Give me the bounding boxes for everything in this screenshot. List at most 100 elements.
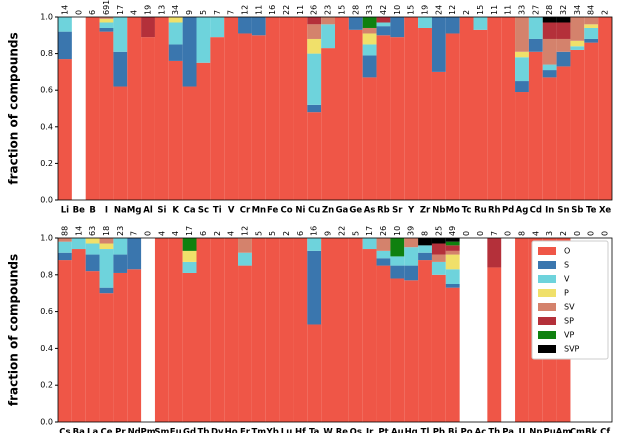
y-axis-label: fraction of compounds [7, 32, 21, 184]
count-label: 6 [199, 231, 208, 236]
x-tick-label: I [105, 206, 108, 216]
y-tick-label: 0.0 [40, 196, 53, 205]
x-tick-label: Cr [240, 206, 251, 216]
bar-segment [445, 284, 460, 288]
legend-swatch [538, 317, 556, 325]
count-label: 0 [601, 231, 610, 236]
count-label: 7 [490, 231, 499, 236]
legend-label: SP [564, 317, 574, 326]
count-label: 2 [213, 231, 222, 236]
x-tick-label: Zn [322, 206, 334, 216]
bar-segment [376, 26, 391, 36]
bar-segment [58, 31, 72, 60]
bar-segment [99, 249, 114, 288]
x-tick-label: Pa [502, 428, 514, 433]
bar-segment [487, 267, 502, 422]
y-tick-label: 0.4 [40, 122, 53, 131]
count-label: 63 [88, 226, 97, 236]
bar-segment [556, 22, 571, 39]
legend-swatch [538, 261, 556, 269]
bar-segment [445, 269, 460, 284]
y-tick-label: 0.4 [40, 344, 53, 353]
bar-segment [376, 258, 391, 266]
x-tick-label: Sn [557, 206, 569, 216]
bar-segment [515, 51, 529, 58]
x-tick-label: Si [157, 206, 166, 216]
x-tick-label: Sb [571, 206, 583, 216]
bar-segment [584, 24, 599, 28]
bar-segment [445, 241, 460, 246]
count-label: 0 [573, 231, 582, 236]
x-tick-label: Sm [154, 428, 169, 433]
x-tick-label: W [323, 428, 333, 433]
count-label: 8 [517, 231, 526, 236]
legend-swatch [538, 247, 556, 255]
count-label: 0 [462, 231, 471, 236]
bar-segment [58, 17, 72, 32]
count-label: 22 [282, 5, 291, 15]
legend-swatch [538, 303, 556, 311]
bar-segment [99, 27, 114, 32]
bar-segment [445, 254, 460, 270]
x-tick-label: Pt [378, 428, 388, 433]
legend-label: P [564, 289, 569, 298]
bar-segment [265, 17, 280, 200]
plot-frame [57, 237, 613, 423]
bar-segment [307, 238, 322, 251]
x-tick-label: Sr [392, 206, 403, 216]
bar-segment [487, 238, 502, 268]
bar-segment [71, 238, 86, 250]
y-tick-label: 0.8 [40, 270, 53, 279]
bar-segment [168, 44, 183, 61]
bar-segment [542, 22, 557, 39]
count-label: 49 [448, 226, 457, 236]
x-tick-label: Th [488, 428, 500, 433]
bar-segment [307, 324, 322, 422]
bar-segment [71, 249, 86, 422]
bar-segment [473, 29, 488, 201]
count-label: 16 [310, 226, 319, 236]
legend-swatch [538, 331, 556, 339]
bar-segment [445, 250, 460, 255]
x-tick-label: Ir [366, 428, 374, 433]
bar-segment [196, 17, 211, 63]
x-tick-label: Li [61, 206, 69, 216]
x-tick-label: U [519, 428, 526, 433]
count-label: 10 [393, 5, 402, 15]
y-tick-label: 0.6 [40, 86, 53, 95]
count-label: 9 [324, 231, 333, 236]
bar-segment [182, 86, 197, 200]
bar-segment [376, 238, 391, 251]
count-label: 26 [310, 5, 319, 15]
bar-segment [390, 278, 405, 422]
bar-segment [362, 33, 377, 45]
bar-segment [390, 238, 405, 257]
count-label: 4 [171, 231, 180, 236]
bar-segment [210, 37, 225, 200]
bar-segment [168, 238, 183, 422]
x-tick-label: Co [280, 206, 292, 216]
bar-segment [307, 17, 322, 25]
x-tick-label: Mn [252, 206, 267, 216]
x-tick-label: Pm [140, 428, 155, 433]
count-label: 7 [130, 231, 139, 236]
count-label: 24 [434, 5, 443, 15]
bar-segment [404, 247, 419, 266]
bar-segment [362, 249, 377, 422]
count-label: 5 [254, 231, 263, 236]
bar-segment [85, 243, 100, 255]
legend-label: SVP [564, 345, 580, 354]
bar-segment [348, 238, 363, 422]
bar-segment [362, 77, 377, 200]
x-tick-label: Rb [377, 206, 390, 216]
bar-segment [307, 112, 322, 200]
bar-segment [362, 44, 377, 56]
bar-segment [431, 243, 446, 255]
x-tick-label: Cu [308, 206, 320, 216]
x-tick-label: Mg [127, 206, 142, 216]
y-tick-label: 0.2 [40, 381, 53, 390]
bar-segment [85, 17, 100, 200]
x-tick-label: In [545, 206, 554, 216]
x-tick-label: Cd [530, 206, 542, 216]
